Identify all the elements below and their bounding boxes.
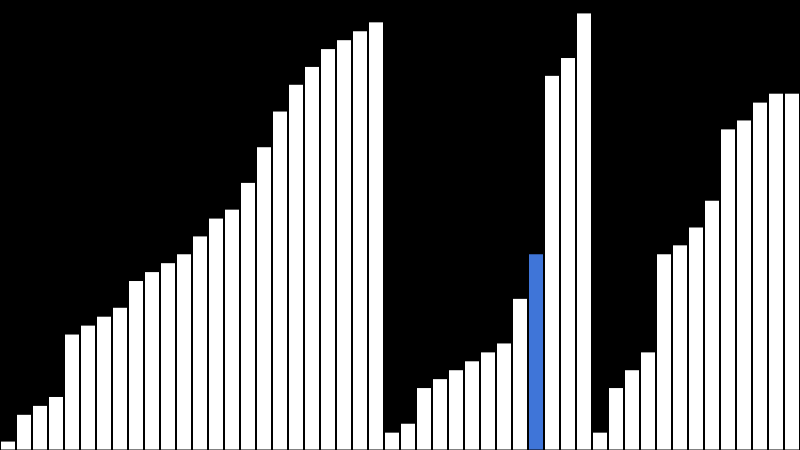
bar xyxy=(512,297,528,450)
bar xyxy=(576,12,592,450)
bar xyxy=(688,226,704,450)
bar xyxy=(112,306,128,450)
bar xyxy=(400,422,416,450)
bar xyxy=(624,369,640,450)
bar xyxy=(544,74,560,450)
bar xyxy=(448,369,464,450)
bar xyxy=(256,146,272,450)
bar xyxy=(144,271,160,450)
bar xyxy=(672,244,688,450)
bar xyxy=(288,83,304,450)
bar-series xyxy=(0,12,800,450)
bar xyxy=(352,30,368,450)
bar xyxy=(272,110,288,450)
bar xyxy=(176,253,192,450)
bar xyxy=(192,235,208,450)
bar xyxy=(736,119,752,450)
bar xyxy=(720,128,736,450)
bar xyxy=(336,39,352,450)
bar xyxy=(784,92,800,450)
bar xyxy=(752,101,768,450)
bar xyxy=(240,181,256,450)
bar xyxy=(64,333,80,450)
bar xyxy=(304,65,320,450)
bar xyxy=(0,440,16,450)
bar xyxy=(704,199,720,450)
bar-highlighted xyxy=(528,253,544,450)
bar xyxy=(368,21,384,450)
bar xyxy=(640,351,656,450)
bar xyxy=(32,404,48,450)
bar xyxy=(208,217,224,450)
bar xyxy=(48,395,64,450)
bar xyxy=(464,360,480,450)
bar xyxy=(320,48,336,450)
bar xyxy=(608,387,624,450)
bar xyxy=(656,253,672,450)
bar xyxy=(768,92,784,450)
bar xyxy=(224,208,240,450)
bar xyxy=(432,378,448,450)
bar xyxy=(16,413,32,450)
bar xyxy=(128,280,144,450)
bar xyxy=(560,57,576,450)
bar xyxy=(416,387,432,450)
bar xyxy=(80,324,96,450)
bar xyxy=(480,351,496,450)
bar xyxy=(496,342,512,450)
bar xyxy=(160,262,176,450)
bar xyxy=(592,431,608,450)
bar xyxy=(96,315,112,450)
bar xyxy=(384,431,400,450)
